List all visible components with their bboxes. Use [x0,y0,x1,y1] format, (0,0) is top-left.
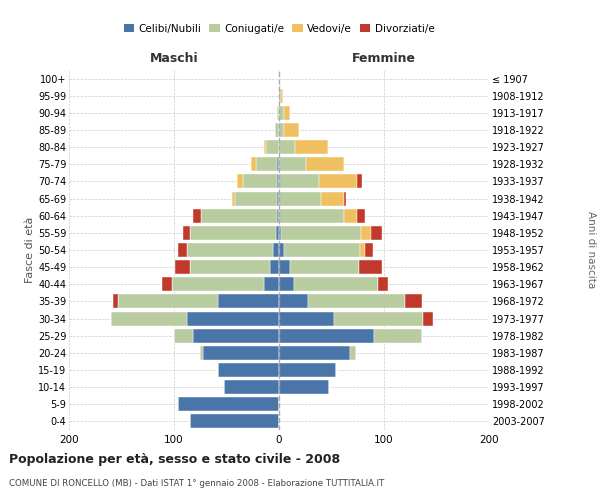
Bar [118,294,218,308]
Bar [113,294,118,308]
Bar [264,140,266,154]
Bar [175,260,190,274]
Bar [178,398,279,411]
Bar [218,363,279,377]
Bar [269,260,279,274]
Bar [272,243,279,257]
Bar [279,328,373,342]
Bar [405,294,422,308]
Legend: Celibi/Nubili, Coniugati/e, Vedovi/e, Divorziati/e: Celibi/Nubili, Coniugati/e, Vedovi/e, Di… [119,20,439,38]
Bar [290,260,359,274]
Bar [279,363,336,377]
Bar [279,208,344,222]
Bar [178,243,187,257]
Bar [275,123,279,137]
Bar [365,243,373,257]
Text: Popolazione per età, sesso e stato civile - 2008: Popolazione per età, sesso e stato civil… [9,452,340,466]
Bar [265,278,279,291]
Bar [172,278,265,291]
Bar [174,328,193,342]
Bar [190,414,279,428]
Text: Maschi: Maschi [149,52,199,65]
Bar [193,328,279,342]
Bar [321,192,344,205]
Bar [371,226,382,240]
Bar [319,174,356,188]
Bar [111,312,187,326]
Bar [281,226,361,240]
Bar [224,380,279,394]
Bar [359,260,382,274]
Bar [203,346,279,360]
Bar [378,278,388,291]
Y-axis label: Fasce di età: Fasce di età [25,217,35,283]
Bar [193,208,202,222]
Bar [284,243,360,257]
Bar [251,158,256,172]
Bar [277,174,279,188]
Bar [256,158,277,172]
Bar [187,243,272,257]
Bar [350,346,356,360]
Bar [279,294,308,308]
Bar [218,294,279,308]
Bar [279,312,334,326]
Bar [356,208,365,222]
Bar [295,140,328,154]
Bar [279,243,284,257]
Bar [266,140,279,154]
Bar [276,226,279,240]
Bar [279,106,284,120]
Bar [373,328,422,342]
Bar [279,140,295,154]
Bar [277,192,279,205]
Bar [277,208,279,222]
Bar [235,192,277,205]
Text: Anni di nascita: Anni di nascita [586,212,596,288]
Bar [190,260,269,274]
Bar [184,226,190,240]
Bar [190,226,276,240]
Bar [279,380,329,394]
Bar [244,174,277,188]
Bar [279,260,290,274]
Bar [284,106,290,120]
Bar [237,174,244,188]
Bar [277,158,279,172]
Bar [279,174,319,188]
Bar [202,208,277,222]
Bar [344,208,357,222]
Bar [361,226,371,240]
Text: Femmine: Femmine [352,52,416,65]
Bar [200,346,203,360]
Bar [279,158,307,172]
Bar [344,192,346,205]
Bar [281,88,283,102]
Bar [334,312,423,326]
Bar [423,312,433,326]
Text: COMUNE DI RONCELLO (MB) - Dati ISTAT 1° gennaio 2008 - Elaborazione TUTTITALIA.I: COMUNE DI RONCELLO (MB) - Dati ISTAT 1° … [9,479,384,488]
Bar [279,88,281,102]
Bar [308,294,405,308]
Bar [277,106,279,120]
Bar [360,243,365,257]
Bar [279,346,350,360]
Bar [163,278,172,291]
Bar [284,123,299,137]
Bar [356,174,362,188]
Bar [187,312,279,326]
Bar [279,192,321,205]
Bar [279,278,294,291]
Bar [294,278,378,291]
Bar [232,192,235,205]
Bar [307,158,344,172]
Bar [279,123,284,137]
Bar [279,226,281,240]
